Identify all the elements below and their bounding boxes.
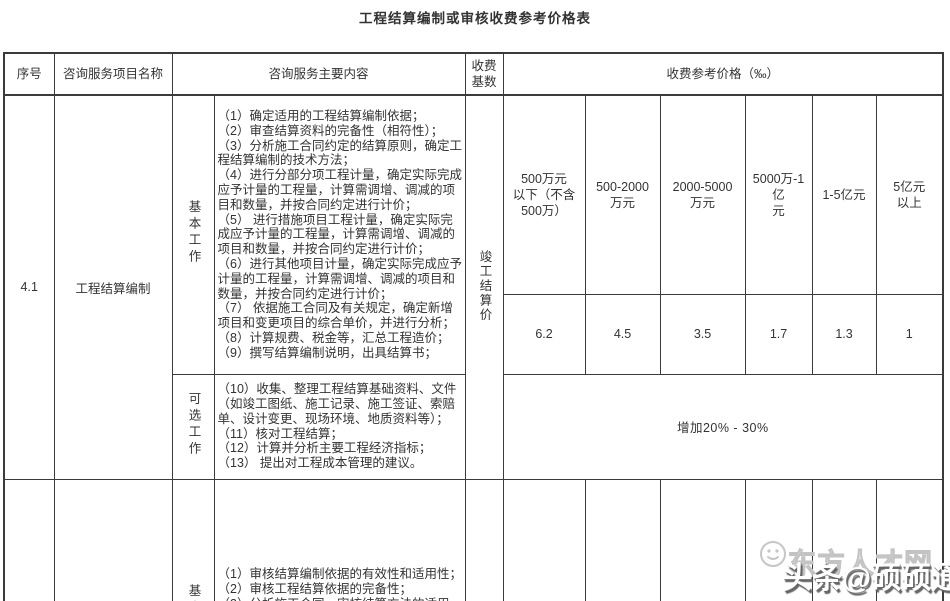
- fee-value-4: 1.7: [744, 293, 813, 375]
- fee-value-5: 1.3: [811, 293, 877, 375]
- row-41-id: 4.1: [3, 94, 55, 480]
- row-42-fee-cell-6: [875, 478, 944, 601]
- fee-value-2: 4.5: [584, 293, 661, 375]
- row-42-project-name: [53, 478, 173, 601]
- row-41-optional-work-label-cell: 可选工作: [171, 373, 215, 480]
- col-header-fee-base: 收费 基数: [464, 52, 504, 96]
- row-41-basic-work-content: （1）确定适用的工程结算编制依据； （2）审查结算资料的完备性（相符性）； （3…: [213, 94, 466, 375]
- fee-base-value: 竣工结算价: [477, 249, 492, 323]
- fee-value-3: 3.5: [659, 293, 746, 375]
- row-42-fee-cell-3: [659, 478, 746, 601]
- fee-value-1: 6.2: [502, 293, 586, 375]
- col-header-fee-reference: 收费参考价格（‰）: [502, 52, 944, 96]
- fee-tier-3: 2000-5000 万元: [659, 94, 746, 295]
- row-42-work-label: 基本工作: [186, 584, 201, 601]
- fee-tier-1: 500万元 以下（不含 500万）: [502, 94, 586, 295]
- fee-value-6: 1: [875, 293, 944, 375]
- fee-tier-2: 500-2000 万元: [584, 94, 661, 295]
- optional-fee-note: 增加20% - 30%: [502, 373, 944, 480]
- row-42-fee-base-cell: [464, 478, 504, 601]
- row-42-content: （1）审核结算编制依据的有效性和适用性； （2）审核工程结算依据的完备性； （3…: [213, 478, 466, 601]
- row-41-fee-base-cell: 竣工结算价: [464, 94, 504, 480]
- table-header-row: 序号 咨询服务项目名称 咨询服务主要内容 收费 基数 收费参考价格（‰）: [3, 52, 944, 96]
- row-42-fee-cell-5: [811, 478, 877, 601]
- col-header-project-name: 咨询服务项目名称: [53, 52, 173, 96]
- row-41-project-name: 工程结算编制: [53, 94, 173, 480]
- row-42-work-label-cell: 基本工作: [171, 478, 215, 601]
- row-41-basic-work-label-cell: 基本工作: [171, 94, 215, 375]
- row-41-optional: 可选工作 （10）收集、整理工程结算基础资料、文件（如竣工图纸、施工记录、施工签…: [4, 373, 944, 480]
- col-header-main-content: 咨询服务主要内容: [171, 52, 466, 96]
- basic-work-label: 基本工作: [186, 200, 201, 267]
- fee-tier-6: 5亿元 以上: [875, 94, 944, 295]
- fee-tier-4: 5000万-1亿 元: [744, 94, 813, 295]
- row-41-fee-values: 6.2 4.5 3.5 1.7 1.3 1: [4, 293, 944, 375]
- page-title: 工程结算编制或审核收费参考价格表: [359, 11, 591, 26]
- row-42-fee-cell-4: [744, 478, 813, 601]
- fee-reference-table: 序号 咨询服务项目名称 咨询服务主要内容 收费 基数 收费参考价格（‰） 4.1…: [3, 52, 945, 601]
- row-42-fee-cell-1: [502, 478, 586, 601]
- row-42-id: [3, 478, 55, 601]
- row-42-basic: 基本工作 （1）审核结算编制依据的有效性和适用性； （2）审核工程结算依据的完备…: [3, 478, 944, 601]
- fee-tier-5: 1-5亿元: [811, 94, 877, 295]
- optional-work-label: 可选工作: [186, 392, 201, 458]
- row-42-fee-cell-2: [584, 478, 661, 601]
- row-41-optional-work-content: （10）收集、整理工程结算基础资料、文件（如竣工图纸、施工记录、施工签证、索赔单…: [213, 373, 466, 480]
- row-41-basic-upper: 4.1 工程结算编制 基本工作 （1）确定适用的工程结算编制依据； （2）审查结…: [3, 94, 944, 480]
- col-header-xuhao: 序号: [3, 52, 55, 96]
